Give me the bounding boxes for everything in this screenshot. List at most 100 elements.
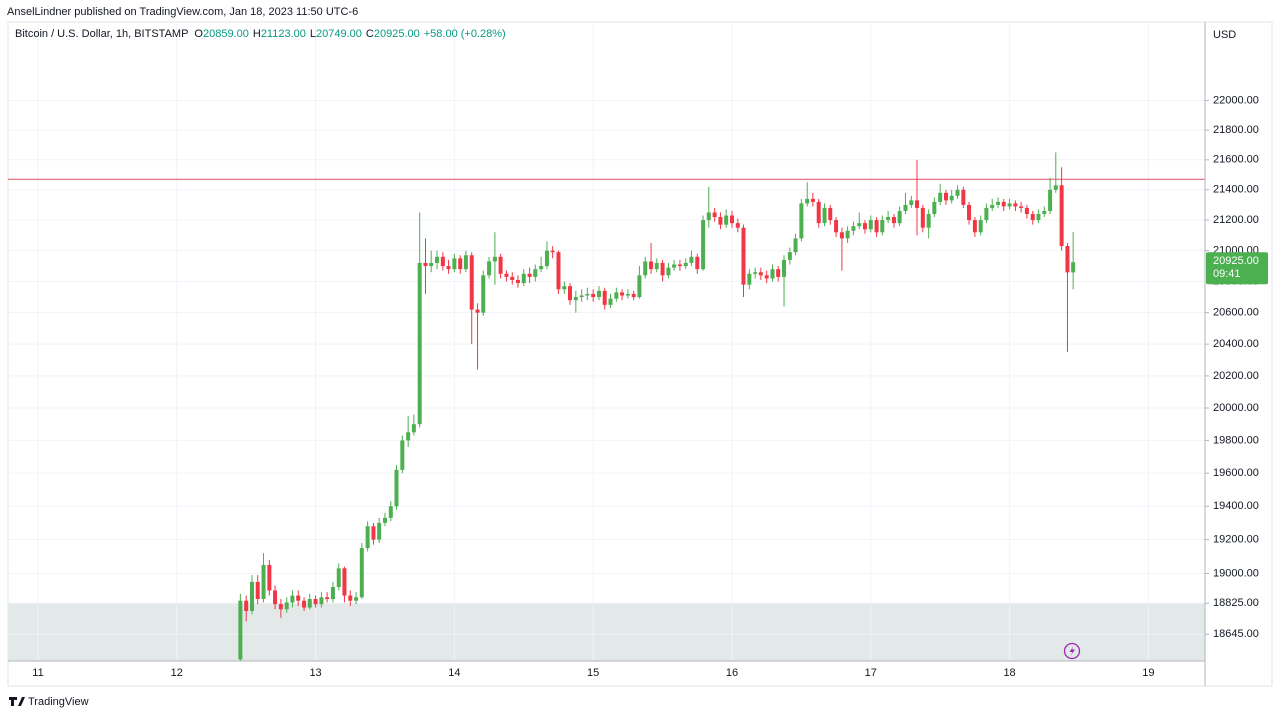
candle-body [238, 600, 243, 660]
legend-value: 21123.00 [261, 28, 306, 40]
candle-body [1019, 206, 1024, 208]
candle-body [851, 226, 856, 231]
legend-value: 20925.00 [374, 28, 420, 40]
currency: USD [1213, 29, 1236, 41]
candle-body [990, 204, 995, 208]
candle-body [978, 220, 983, 233]
candle-body [527, 273, 532, 277]
candle-body [938, 192, 943, 202]
candle-body [683, 262, 688, 267]
candle-body [377, 522, 382, 540]
candle-body [579, 295, 584, 298]
candle-body [359, 548, 364, 598]
candle-body [996, 201, 1001, 205]
candle-body [967, 204, 972, 221]
candle-body [631, 293, 636, 298]
x-tick-label: 18 [1003, 667, 1015, 679]
candle-body [729, 215, 734, 224]
candle-body [354, 597, 359, 601]
candle-body [961, 189, 966, 205]
candle-body [406, 432, 411, 441]
candle-body [602, 290, 607, 305]
candle-body [492, 256, 497, 262]
candle-body [284, 602, 289, 610]
candle-body [371, 526, 376, 540]
candle-body [949, 195, 954, 201]
candle-body [267, 564, 272, 591]
candle-body [1059, 185, 1064, 247]
candle-body [446, 266, 451, 270]
candle-body [417, 262, 422, 425]
candle-body [487, 261, 492, 276]
candle-body [926, 214, 931, 228]
x-tick-label: 17 [865, 667, 877, 679]
candle-body [348, 595, 353, 601]
x-tick-label: 13 [309, 667, 321, 679]
candle-body [643, 261, 648, 276]
candle-body [544, 250, 549, 267]
candle-body [880, 220, 885, 233]
candle-body [1001, 201, 1006, 207]
candle-body [515, 279, 520, 284]
y-tick-label: 18825.00 [1213, 597, 1259, 609]
candle-body [914, 200, 919, 208]
candle-body [336, 568, 341, 588]
candle-body [706, 212, 711, 221]
candle-body [770, 269, 775, 279]
candle-body [591, 293, 596, 298]
candle-body [365, 526, 370, 549]
candle-body [1065, 246, 1070, 273]
candle-body [1013, 203, 1018, 207]
candle-body [296, 595, 301, 601]
candle-body [793, 238, 798, 253]
candle-body [475, 309, 480, 313]
candle-body [388, 506, 393, 518]
y-tick-label: 20000.00 [1213, 402, 1259, 414]
candle-body [313, 598, 318, 605]
candle-body [972, 220, 977, 233]
candle-body [423, 262, 428, 267]
candle-body [857, 223, 862, 227]
candle-body [637, 275, 642, 298]
candle-body [533, 269, 538, 277]
candle-body [620, 292, 625, 296]
candle-body [498, 256, 503, 274]
candle-body [261, 564, 266, 599]
candle-body [701, 220, 706, 270]
candle-body [255, 581, 260, 599]
candle-body [521, 273, 526, 284]
candle-body [903, 204, 908, 211]
y-tick-label: 22000.00 [1213, 95, 1259, 107]
candle-body [828, 207, 833, 221]
legend-label: C [366, 28, 374, 40]
candle-body [342, 568, 347, 596]
candle-body [278, 604, 283, 610]
candle-body [273, 590, 278, 605]
candle-body [753, 272, 758, 274]
y-tick-label: 19000.00 [1213, 567, 1259, 579]
candle-body [666, 267, 671, 276]
candle-body [718, 217, 723, 225]
candle-body [550, 250, 555, 253]
candle-body [868, 220, 873, 230]
candle-body [776, 269, 781, 277]
candle-body [891, 217, 896, 224]
candle-body [782, 259, 787, 277]
x-tick-label: 15 [587, 667, 599, 679]
candle-body [319, 597, 324, 605]
candle-body [1007, 203, 1012, 207]
alert-icon [1063, 642, 1081, 660]
candle-body [625, 293, 630, 296]
candle-body [897, 210, 902, 224]
candle-body [920, 207, 925, 228]
candle-body [463, 255, 468, 270]
candle-body [695, 256, 700, 270]
candle-body [1048, 189, 1053, 211]
candle-body [944, 192, 949, 201]
candle-body [758, 272, 763, 276]
candle-body [932, 201, 937, 215]
candle-body [735, 223, 740, 228]
candle-body [787, 252, 792, 260]
candle-body [469, 255, 474, 310]
published-note: AnselLindner published on TradingView.co… [7, 6, 358, 18]
